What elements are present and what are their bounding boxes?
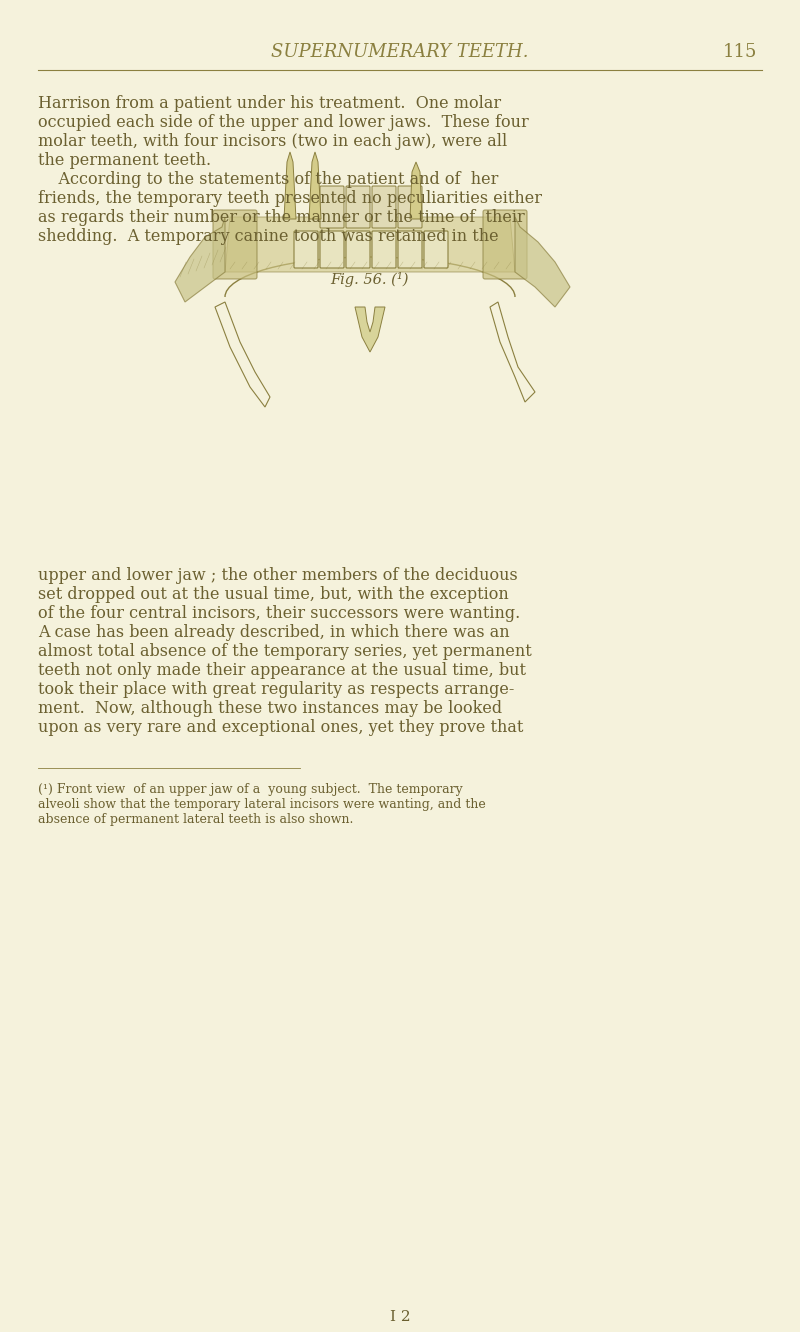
Text: occupied each side of the upper and lower jaws.  These four: occupied each side of the upper and lowe… xyxy=(38,115,529,131)
Text: upon as very rare and exceptional ones, yet they prove that: upon as very rare and exceptional ones, … xyxy=(38,719,523,737)
Text: ment.  Now, although these two instances may be looked: ment. Now, although these two instances … xyxy=(38,701,502,717)
FancyBboxPatch shape xyxy=(346,186,370,228)
Text: absence of permanent lateral teeth is also shown.: absence of permanent lateral teeth is al… xyxy=(38,813,354,826)
Polygon shape xyxy=(225,217,515,272)
Text: alveoli show that the temporary lateral incisors were wanting, and the: alveoli show that the temporary lateral … xyxy=(38,798,486,811)
Text: Harrison from a patient under his treatment.  One molar: Harrison from a patient under his treatm… xyxy=(38,95,501,112)
Text: 115: 115 xyxy=(723,43,757,61)
FancyBboxPatch shape xyxy=(213,210,257,278)
Polygon shape xyxy=(309,152,321,218)
FancyBboxPatch shape xyxy=(346,230,370,268)
Text: shedding.  A temporary canine tooth was retained in the: shedding. A temporary canine tooth was r… xyxy=(38,228,498,245)
Text: the permanent teeth.: the permanent teeth. xyxy=(38,152,211,169)
FancyBboxPatch shape xyxy=(398,186,422,228)
Text: teeth not only made their appearance at the usual time, but: teeth not only made their appearance at … xyxy=(38,662,526,679)
Polygon shape xyxy=(515,217,570,306)
Text: molar teeth, with four incisors (two in each jaw), were all: molar teeth, with four incisors (two in … xyxy=(38,133,507,151)
FancyBboxPatch shape xyxy=(424,230,448,268)
Text: of the four central incisors, their successors were wanting.: of the four central incisors, their succ… xyxy=(38,605,520,622)
Text: (¹) Front view  of an upper jaw of a  young subject.  The temporary: (¹) Front view of an upper jaw of a youn… xyxy=(38,783,462,797)
FancyBboxPatch shape xyxy=(294,230,318,268)
Polygon shape xyxy=(284,152,296,218)
Text: SUPERNUMERARY TEETH.: SUPERNUMERARY TEETH. xyxy=(271,43,529,61)
Polygon shape xyxy=(355,306,385,352)
FancyBboxPatch shape xyxy=(320,186,344,228)
FancyBboxPatch shape xyxy=(320,230,344,268)
Polygon shape xyxy=(175,217,225,302)
Text: upper and lower jaw ; the other members of the deciduous: upper and lower jaw ; the other members … xyxy=(38,567,518,583)
Text: almost total absence of the temporary series, yet permanent: almost total absence of the temporary se… xyxy=(38,643,532,659)
FancyBboxPatch shape xyxy=(372,230,396,268)
Text: took their place with great regularity as respects arrange-: took their place with great regularity a… xyxy=(38,681,514,698)
Text: According to the statements of the patient and of  her: According to the statements of the patie… xyxy=(38,170,498,188)
Text: friends, the temporary teeth presented no peculiarities either: friends, the temporary teeth presented n… xyxy=(38,190,542,206)
Text: set dropped out at the usual time, but, with the exception: set dropped out at the usual time, but, … xyxy=(38,586,509,603)
FancyBboxPatch shape xyxy=(398,230,422,268)
Polygon shape xyxy=(410,163,422,218)
FancyBboxPatch shape xyxy=(483,210,527,278)
Text: A case has been already described, in which there was an: A case has been already described, in wh… xyxy=(38,623,510,641)
Text: Fig. 56. (¹): Fig. 56. (¹) xyxy=(330,272,409,286)
Text: as regards their number or the manner or the time of  their: as regards their number or the manner or… xyxy=(38,209,525,226)
FancyBboxPatch shape xyxy=(372,186,396,228)
Text: I 2: I 2 xyxy=(390,1309,410,1324)
